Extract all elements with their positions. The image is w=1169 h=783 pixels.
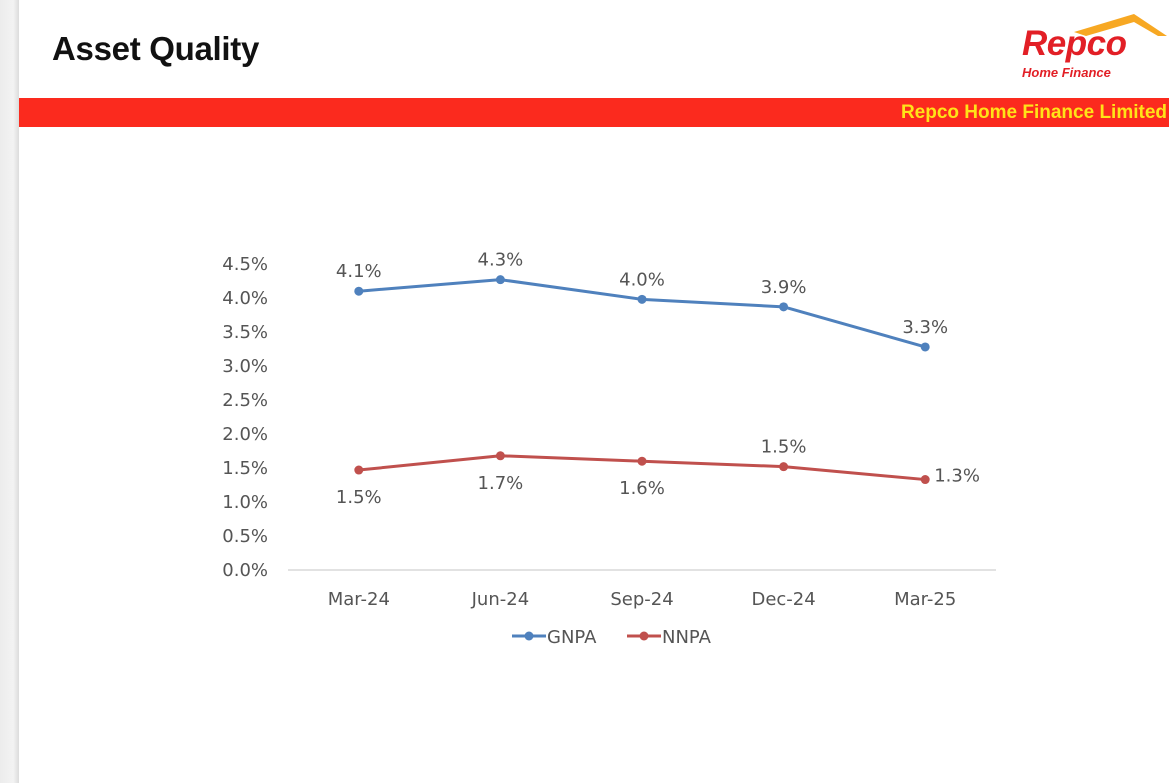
- x-tick-label: Dec-24: [751, 589, 815, 610]
- nnpa-data-point: [637, 456, 647, 466]
- y-tick-label: 4.5%: [222, 254, 268, 275]
- x-tick-label: Jun-24: [471, 589, 530, 610]
- nnpa-data-label: 1.3%: [934, 466, 980, 487]
- gnpa-data-point: [495, 275, 505, 285]
- nnpa-legend-label: NNPA: [662, 627, 712, 648]
- y-tick-label: 0.5%: [222, 526, 268, 547]
- y-tick-label: 1.5%: [222, 458, 268, 479]
- repco-logo: Repco Home Finance: [1012, 10, 1169, 88]
- nnpa-data-point: [920, 475, 930, 485]
- gnpa-data-label: 4.3%: [478, 250, 524, 271]
- x-tick-label: Sep-24: [610, 589, 673, 610]
- logo-subtitle: Home Finance: [1022, 65, 1111, 80]
- x-tick-label: Mar-24: [328, 589, 390, 610]
- gnpa-data-point: [354, 286, 364, 296]
- nnpa-data-label: 1.6%: [619, 478, 665, 499]
- nnpa-legend-marker: [639, 631, 649, 641]
- y-tick-label: 2.5%: [222, 390, 268, 411]
- nnpa-data-label: 1.5%: [336, 487, 382, 508]
- nnpa-data-point: [779, 462, 789, 472]
- gnpa-legend-marker: [524, 631, 534, 641]
- y-tick-label: 3.5%: [222, 322, 268, 343]
- y-tick-label: 3.0%: [222, 356, 268, 377]
- logo-wordmark: Repco: [1022, 24, 1127, 63]
- y-tick-label: 4.0%: [222, 288, 268, 309]
- roof-icon: [1074, 14, 1167, 36]
- gnpa-data-label: 3.9%: [761, 277, 807, 298]
- nnpa-data-point: [495, 451, 505, 461]
- gnpa-data-point: [779, 302, 789, 312]
- gnpa-data-point: [637, 294, 647, 304]
- gnpa-data-label: 4.0%: [619, 269, 665, 290]
- left-edge-shadow: [0, 0, 19, 783]
- y-tick-label: 2.0%: [222, 424, 268, 445]
- page-title: Asset Quality: [52, 30, 260, 67]
- y-tick-label: 0.0%: [222, 560, 268, 581]
- header-banner: Repco Home Finance Limited: [19, 98, 1169, 127]
- gnpa-legend-label: GNPA: [547, 627, 597, 648]
- nnpa-data-point: [354, 465, 364, 475]
- gnpa-data-point: [920, 342, 930, 352]
- banner-company-name: Repco Home Finance Limited: [900, 102, 1167, 123]
- y-tick-label: 1.0%: [222, 492, 268, 513]
- nnpa-data-label: 1.5%: [761, 437, 807, 458]
- gnpa-data-label: 4.1%: [336, 261, 382, 282]
- nnpa-data-label: 1.7%: [478, 473, 524, 494]
- x-tick-label: Mar-25: [894, 589, 956, 610]
- gnpa-data-label: 3.3%: [902, 317, 948, 338]
